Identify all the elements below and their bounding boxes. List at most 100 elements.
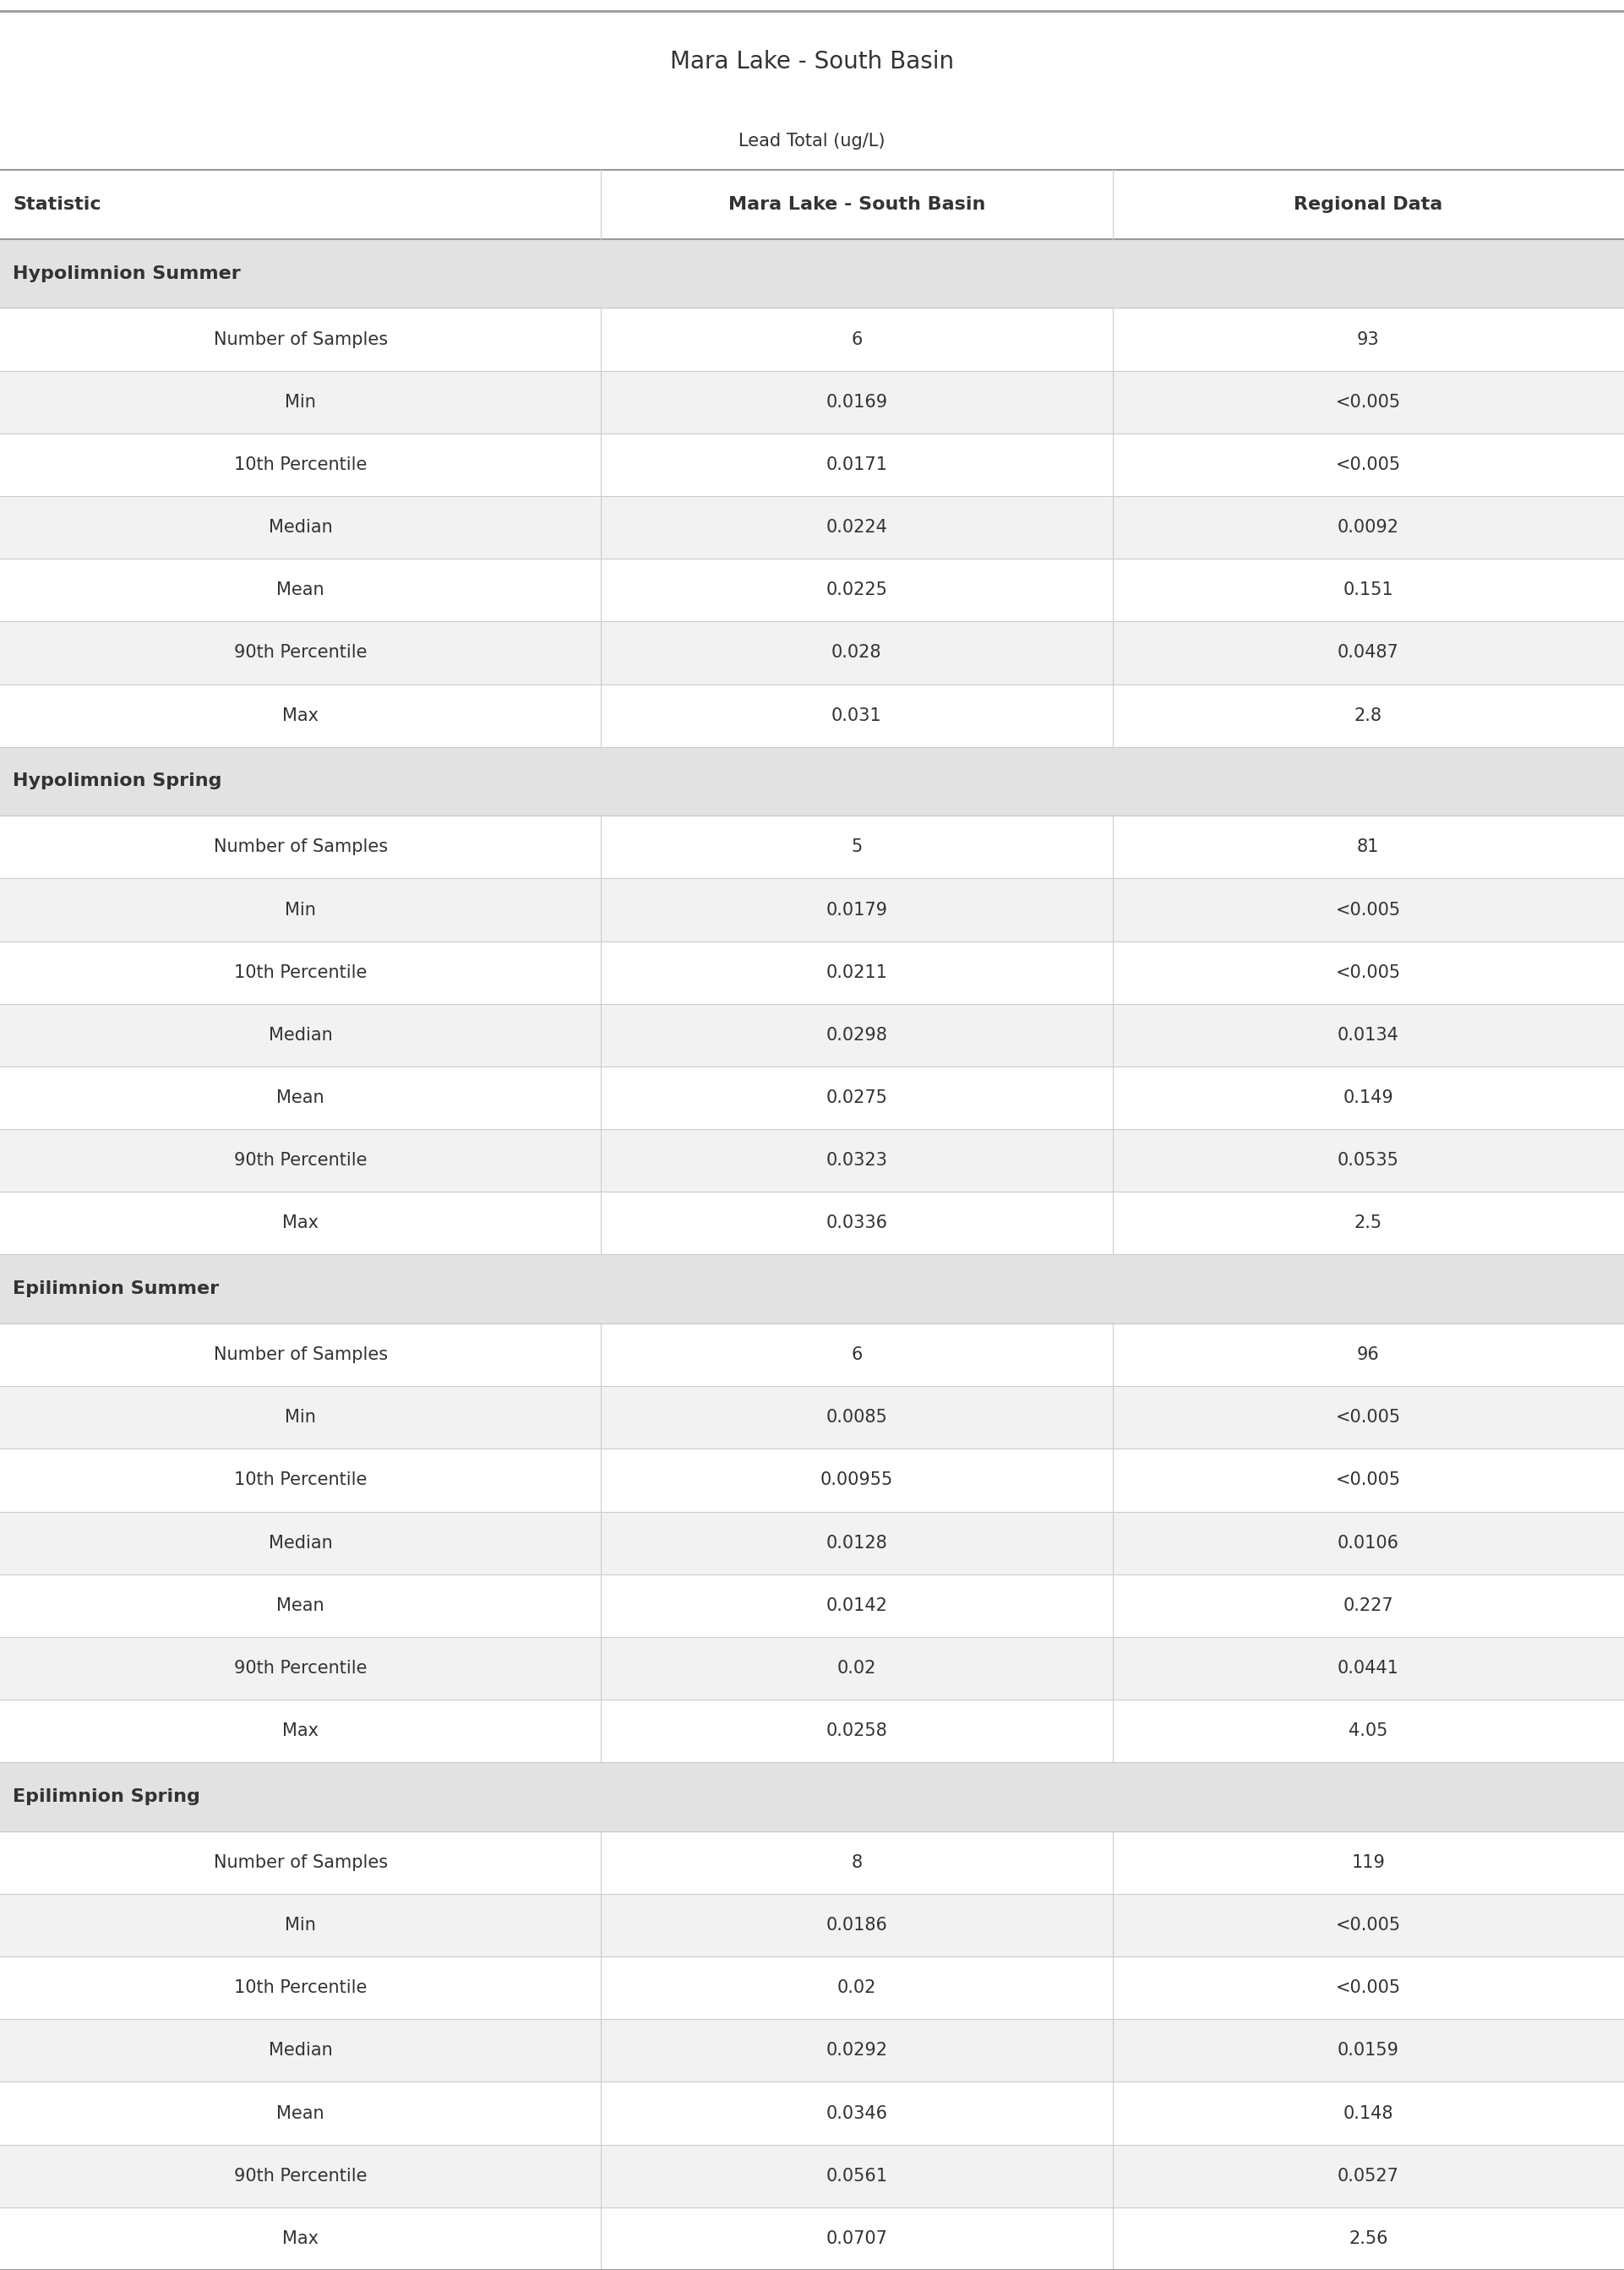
Text: Mean: Mean [276, 1598, 325, 1614]
Bar [0, 942, 1624, 1003]
Bar [0, 1067, 1624, 1128]
Text: 0.0142: 0.0142 [827, 1598, 887, 1614]
Text: Epilimnion Summer: Epilimnion Summer [13, 1280, 219, 1298]
Text: Mean: Mean [276, 1090, 325, 1105]
Text: 5: 5 [851, 838, 862, 856]
Bar [0, 1128, 1624, 1192]
Text: 8: 8 [851, 1855, 862, 1870]
Text: 90th Percentile: 90th Percentile [234, 1659, 367, 1678]
Text: 0.0346: 0.0346 [827, 2104, 887, 2122]
Text: 93: 93 [1358, 331, 1379, 347]
Text: 6: 6 [851, 331, 862, 347]
Text: 0.028: 0.028 [831, 645, 882, 661]
Text: 10th Percentile: 10th Percentile [234, 1471, 367, 1489]
Text: 0.0298: 0.0298 [827, 1026, 887, 1044]
Text: <0.005: <0.005 [1335, 1979, 1402, 1995]
Text: 0.0487: 0.0487 [1338, 645, 1398, 661]
Bar [0, 683, 1624, 747]
Text: 0.031: 0.031 [831, 706, 882, 724]
Bar [0, 815, 1624, 878]
Bar [0, 2145, 1624, 2206]
Text: 2.5: 2.5 [1354, 1214, 1382, 1233]
Text: 0.151: 0.151 [1343, 581, 1393, 599]
Text: 0.0224: 0.0224 [827, 520, 887, 536]
Text: 0.0186: 0.0186 [827, 1916, 887, 1934]
Bar [0, 1387, 1624, 1448]
Bar [0, 1637, 1624, 1700]
Bar [0, 1323, 1624, 1387]
Text: 4.05: 4.05 [1348, 1723, 1389, 1739]
Text: Mean: Mean [276, 2104, 325, 2122]
Text: Regional Data: Regional Data [1294, 195, 1442, 213]
Text: Number of Samples: Number of Samples [213, 1346, 388, 1364]
Text: 0.0441: 0.0441 [1338, 1659, 1398, 1678]
Text: Max: Max [283, 1214, 318, 1233]
Text: 6: 6 [851, 1346, 862, 1364]
Text: 0.0085: 0.0085 [827, 1410, 887, 1426]
Text: 0.0258: 0.0258 [827, 1723, 887, 1739]
Text: 0.02: 0.02 [836, 1659, 877, 1678]
Bar [0, 2206, 1624, 2270]
Bar [0, 1700, 1624, 1762]
Text: 0.0527: 0.0527 [1338, 2168, 1398, 2184]
Bar [0, 1192, 1624, 1255]
Text: Mara Lake - South Basin: Mara Lake - South Basin [671, 50, 953, 73]
Text: 0.148: 0.148 [1343, 2104, 1393, 2122]
Text: Median: Median [268, 1535, 333, 1550]
Bar [0, 1255, 1624, 1323]
Text: <0.005: <0.005 [1335, 393, 1402, 411]
Bar [0, 1832, 1624, 1893]
Bar [0, 558, 1624, 622]
Bar [0, 497, 1624, 558]
Text: Statistic: Statistic [13, 195, 101, 213]
Bar [0, 2020, 1624, 2082]
Text: <0.005: <0.005 [1335, 1410, 1402, 1426]
Text: Number of Samples: Number of Samples [213, 1855, 388, 1870]
Text: 119: 119 [1351, 1855, 1385, 1870]
Bar [0, 370, 1624, 434]
Text: Median: Median [268, 520, 333, 536]
Text: Median: Median [268, 1026, 333, 1044]
Bar [0, 1762, 1624, 1832]
Text: 0.0275: 0.0275 [827, 1090, 887, 1105]
Text: 2.56: 2.56 [1348, 2229, 1389, 2247]
Text: 2.8: 2.8 [1354, 706, 1382, 724]
Text: 0.0292: 0.0292 [827, 2043, 887, 2059]
Bar [0, 434, 1624, 497]
Bar [0, 1573, 1624, 1637]
Text: 0.0159: 0.0159 [1338, 2043, 1398, 2059]
Text: Min: Min [284, 901, 317, 919]
Bar [0, 1957, 1624, 2020]
Text: <0.005: <0.005 [1335, 456, 1402, 472]
Text: Number of Samples: Number of Samples [213, 331, 388, 347]
Text: 90th Percentile: 90th Percentile [234, 645, 367, 661]
Text: Max: Max [283, 1723, 318, 1739]
Text: 0.0561: 0.0561 [827, 2168, 887, 2184]
Bar [0, 747, 1624, 815]
Text: Min: Min [284, 1410, 317, 1426]
Text: Max: Max [283, 706, 318, 724]
Text: 0.149: 0.149 [1343, 1090, 1393, 1105]
Text: Number of Samples: Number of Samples [213, 838, 388, 856]
Bar [0, 2082, 1624, 2145]
Text: Min: Min [284, 1916, 317, 1934]
Bar [0, 11, 1624, 170]
Text: Mara Lake - South Basin: Mara Lake - South Basin [728, 195, 986, 213]
Text: Hypolimnion Spring: Hypolimnion Spring [13, 772, 222, 790]
Bar [0, 238, 1624, 309]
Text: 0.00955: 0.00955 [820, 1471, 893, 1489]
Text: 0.0323: 0.0323 [827, 1153, 887, 1169]
Text: Median: Median [268, 2043, 333, 2059]
Text: 0.0225: 0.0225 [827, 581, 887, 599]
Text: <0.005: <0.005 [1335, 901, 1402, 919]
Text: Epilimnion Spring: Epilimnion Spring [13, 1789, 200, 1805]
Text: 90th Percentile: 90th Percentile [234, 1153, 367, 1169]
Bar [0, 1893, 1624, 1957]
Text: 0.0707: 0.0707 [827, 2229, 887, 2247]
Text: 0.0179: 0.0179 [827, 901, 887, 919]
Text: 0.0336: 0.0336 [827, 1214, 887, 1233]
Text: 90th Percentile: 90th Percentile [234, 2168, 367, 2184]
Text: Lead Total (ug/L): Lead Total (ug/L) [739, 132, 885, 150]
Text: 0.0092: 0.0092 [1338, 520, 1398, 536]
Text: 0.0211: 0.0211 [827, 965, 887, 981]
